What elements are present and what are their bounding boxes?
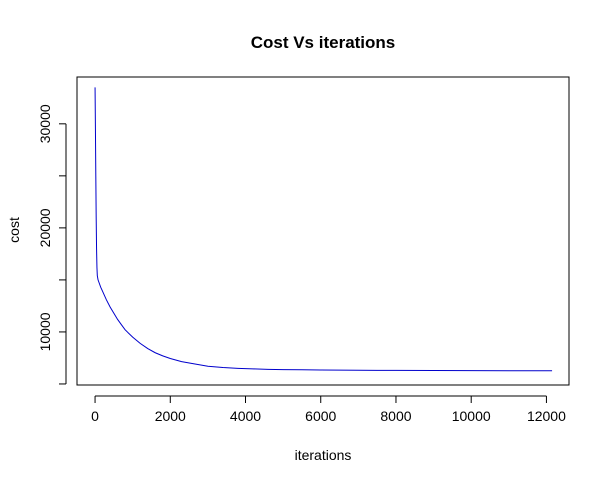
x-tick-label: 0 <box>91 408 99 424</box>
x-tick-label: 10000 <box>452 408 491 424</box>
y-axis-title: cost <box>6 217 22 243</box>
plot-frame <box>76 76 570 386</box>
y-tick-label: 30000 <box>37 104 53 143</box>
x-axis-title: iterations <box>295 447 352 463</box>
x-tick-label: 4000 <box>230 408 261 424</box>
x-axis: 0 2000 4000 6000 8000 10000 12000 <box>91 395 566 424</box>
x-tick-label: 2000 <box>155 408 186 424</box>
x-tick-label: 6000 <box>305 408 336 424</box>
x-tick-label: 12000 <box>527 408 566 424</box>
y-tick-label: 10000 <box>37 312 53 351</box>
plot-border <box>76 76 570 386</box>
x-tick-label: 8000 <box>380 408 411 424</box>
y-axis: 10000 20000 30000 <box>37 104 67 385</box>
series-line-cost <box>94 87 553 372</box>
y-tick-label: 20000 <box>37 208 53 247</box>
series-layer <box>94 87 553 372</box>
chart-title: Cost Vs iterations <box>251 33 396 52</box>
